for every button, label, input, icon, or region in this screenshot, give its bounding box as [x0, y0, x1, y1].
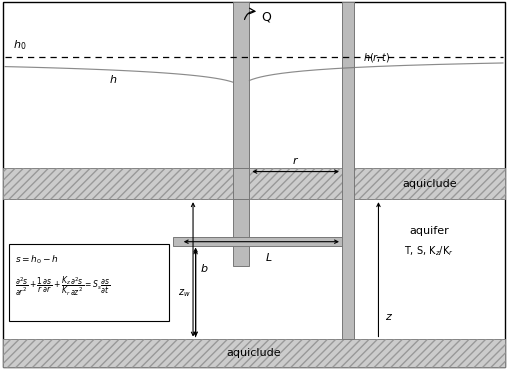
- Text: $h$: $h$: [109, 73, 117, 85]
- Text: aquiclude: aquiclude: [227, 348, 281, 358]
- Bar: [233, 168, 249, 199]
- Bar: [233, 199, 249, 266]
- Text: $s = h_0 - h$: $s = h_0 - h$: [15, 254, 59, 266]
- Text: aquifer: aquifer: [409, 225, 449, 236]
- Text: Q: Q: [262, 10, 271, 23]
- Bar: [9, 244, 169, 321]
- Text: L: L: [266, 253, 272, 263]
- Bar: [173, 237, 348, 246]
- Bar: [3, 339, 505, 367]
- Text: r: r: [292, 156, 297, 166]
- Text: T, S, K$_z$/K$_r$: T, S, K$_z$/K$_r$: [404, 244, 454, 258]
- Bar: [3, 168, 505, 199]
- Text: $h_0$: $h_0$: [13, 38, 26, 52]
- Bar: [3, 168, 505, 199]
- Text: $\dfrac{\partial^2 s}{\partial r^2}+\dfrac{1}{r}\dfrac{\partial s}{\partial r}+\: $\dfrac{\partial^2 s}{\partial r^2}+\dfr…: [15, 275, 110, 298]
- Bar: [342, 2, 354, 339]
- Text: $z_w$: $z_w$: [178, 287, 190, 299]
- Bar: [233, 2, 249, 168]
- Text: $h(r,t)$: $h(r,t)$: [363, 51, 391, 64]
- Text: aquiclude: aquiclude: [402, 179, 457, 189]
- Bar: [3, 339, 505, 367]
- Text: z: z: [385, 312, 391, 323]
- Text: b: b: [201, 264, 208, 275]
